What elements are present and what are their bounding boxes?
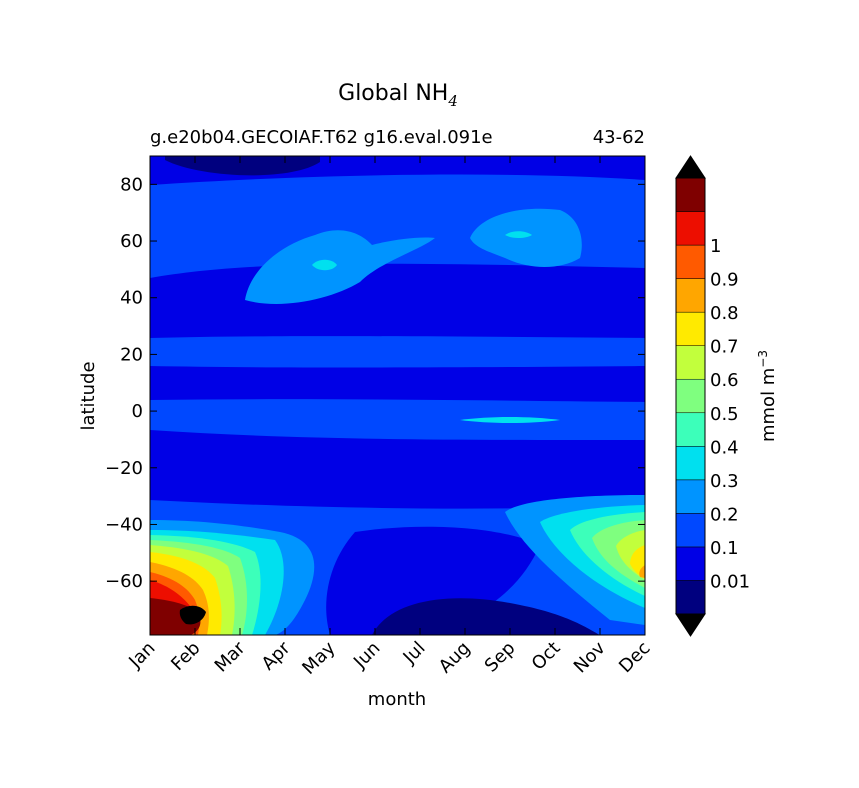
colorbar-swatch bbox=[675, 211, 706, 246]
x-tick-label: May bbox=[298, 637, 339, 678]
y-tick-label: 0 bbox=[132, 401, 143, 422]
x-tick-label: Mar bbox=[211, 637, 250, 676]
x-tick-label: Oct bbox=[528, 638, 565, 675]
colorbar-tick-label: 1 bbox=[710, 236, 721, 257]
contour-sh-r7 bbox=[639, 565, 645, 578]
colorbar-tick-label: 0.8 bbox=[710, 303, 739, 324]
y-tick-label: −20 bbox=[105, 458, 143, 479]
colorbar: 0.01 0.1 0.2 0.3 0.4 0.5 0.6 0.7 0.8 0.9 1 bbox=[675, 155, 750, 637]
x-tick-label: Jan bbox=[124, 638, 159, 673]
colorbar-swatch bbox=[675, 446, 706, 481]
contour-antarctic-min bbox=[372, 598, 600, 635]
y-tick-label: 20 bbox=[120, 344, 143, 365]
y-tick-label: 80 bbox=[120, 174, 143, 195]
y-tick-label: 60 bbox=[120, 231, 143, 252]
contour-sh-max bbox=[179, 605, 206, 625]
chart-subtitle-left: g.e20b04.GECOIAF.T62 g16.eval.091e bbox=[150, 127, 493, 148]
contour-arctic-min bbox=[165, 156, 320, 176]
x-tick-label: Jun bbox=[349, 638, 384, 673]
colorbar-swatch bbox=[675, 378, 706, 414]
colorbar-swatch bbox=[675, 177, 706, 212]
contour-nh-peak1 bbox=[312, 259, 337, 271]
y-tick-label: −60 bbox=[105, 571, 143, 592]
colorbar-label-text: mmol m bbox=[758, 368, 779, 442]
colorbar-tick-label: 0.6 bbox=[710, 370, 739, 391]
colorbar-swatch bbox=[675, 278, 706, 313]
contour-winter-low bbox=[326, 526, 540, 635]
chart-title: Global NH4 bbox=[338, 81, 458, 110]
contour-nh-autumn bbox=[470, 208, 582, 267]
colorbar-tick-label: 0.9 bbox=[710, 270, 739, 291]
chart-title-text: Global NH bbox=[338, 81, 448, 106]
x-tick-label: Feb bbox=[167, 638, 204, 675]
x-axis-label: month bbox=[368, 689, 426, 710]
x-tick-label: Nov bbox=[570, 637, 610, 677]
contour-20s-low bbox=[158, 478, 305, 490]
colorbar-swatch bbox=[675, 513, 706, 548]
colorbar-label-superscript: −3 bbox=[756, 350, 770, 368]
contour-nh-spring bbox=[245, 230, 435, 304]
colorbar-swatch bbox=[675, 311, 706, 346]
colorbar-tick-label: 0.2 bbox=[710, 504, 739, 525]
contour-nh-peak2 bbox=[505, 231, 532, 238]
colorbar-tick-label: 0.5 bbox=[710, 404, 739, 425]
colorbar-tick-label: 0.01 bbox=[710, 571, 750, 592]
colorbar-swatch bbox=[675, 345, 706, 380]
y-tick-label: 40 bbox=[120, 288, 143, 309]
chart-title-subscript: 4 bbox=[447, 92, 458, 110]
chart-subtitle-right: 43-62 bbox=[593, 127, 645, 148]
colorbar-label: mmol m−3 bbox=[756, 350, 779, 442]
colorbar-tick-label: 0.1 bbox=[710, 538, 739, 559]
x-tick-label: Aug bbox=[435, 638, 475, 678]
contour-nh-subtrop bbox=[150, 336, 645, 368]
x-tick-label: Jul bbox=[399, 638, 430, 669]
colorbar-extend-min bbox=[675, 613, 706, 637]
x-tick-label: Apr bbox=[258, 637, 295, 674]
colorbar-tick-label: 0.4 bbox=[710, 437, 739, 458]
y-axis: 80 60 40 20 0 −20 −40 −60 bbox=[105, 174, 645, 592]
colorbar-swatch bbox=[675, 580, 706, 615]
colorbar-swatch bbox=[675, 479, 706, 514]
x-tick-label: Dec bbox=[615, 638, 654, 677]
colorbar-tick-label: 0.3 bbox=[710, 471, 739, 492]
colorbar-extend-max bbox=[675, 155, 706, 179]
colorbar-tick-label: 0.7 bbox=[710, 337, 739, 358]
x-tick-label: Sep bbox=[481, 638, 520, 677]
plot-frame bbox=[149, 155, 646, 636]
colorbar-swatch bbox=[675, 546, 706, 581]
colorbar-swatch bbox=[675, 244, 706, 279]
colorbar-swatch bbox=[675, 412, 706, 447]
contour-field bbox=[150, 156, 645, 635]
contour-equator bbox=[150, 399, 645, 440]
contour-eq-peak bbox=[460, 417, 560, 423]
colorbar-frame bbox=[675, 177, 706, 615]
y-tick-label: −40 bbox=[105, 514, 143, 535]
y-axis-label: latitude bbox=[78, 361, 99, 430]
